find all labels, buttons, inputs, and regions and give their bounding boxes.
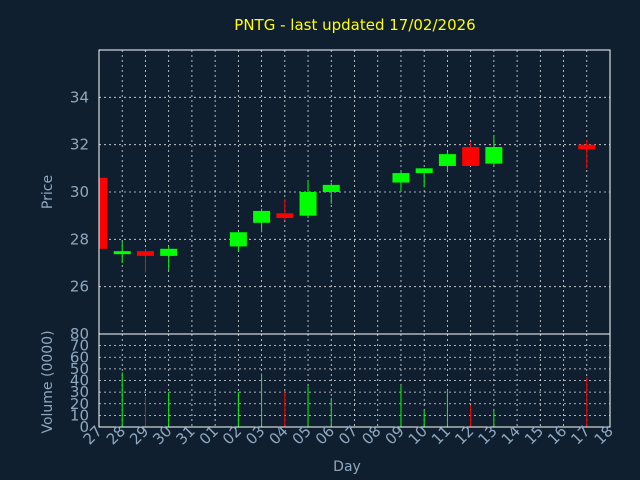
price-tick-label: 26 bbox=[70, 278, 89, 296]
candle-body bbox=[485, 147, 503, 164]
price-tick-labels: 26 28 30 32 34 bbox=[70, 88, 89, 295]
price-grid bbox=[99, 50, 610, 334]
x-axis-label: Day bbox=[333, 459, 361, 475]
candle-body bbox=[136, 251, 154, 256]
volume-grid bbox=[99, 334, 610, 427]
price-tick-label: 32 bbox=[70, 136, 89, 154]
volume-tick-label: 80 bbox=[70, 325, 89, 343]
candle-body bbox=[253, 210, 271, 223]
x-tick-label: 18 bbox=[591, 422, 617, 448]
candle-body bbox=[229, 232, 247, 247]
candle-body bbox=[415, 168, 433, 174]
volume-tick-label: 40 bbox=[70, 372, 89, 390]
candle-body bbox=[392, 173, 410, 183]
volume-panel-frame bbox=[98, 333, 611, 428]
price-axis-label: Price bbox=[40, 175, 56, 209]
candle-body bbox=[299, 192, 317, 216]
volume-tick-label: 60 bbox=[70, 348, 89, 366]
volume-axis-label: Volume (0000) bbox=[40, 330, 56, 433]
volume-tick-label: 20 bbox=[70, 395, 89, 413]
chart-title: PNTG - last updated 17/02/2026 bbox=[234, 16, 475, 34]
candle-body bbox=[113, 251, 131, 255]
volume-bars-layer bbox=[121, 372, 588, 427]
candle-body bbox=[438, 154, 456, 166]
volume-tick-label: 0 bbox=[79, 418, 89, 436]
volume-tick-label: 30 bbox=[70, 383, 89, 401]
volume-tick-label: 50 bbox=[70, 360, 89, 378]
candle-body bbox=[462, 147, 480, 166]
price-tick-label: 30 bbox=[70, 183, 89, 201]
candle-body bbox=[276, 213, 294, 219]
price-tick-label: 28 bbox=[70, 230, 89, 248]
volume-tick-label: 10 bbox=[70, 406, 89, 424]
price-tick-label: 34 bbox=[70, 88, 89, 106]
candle-body bbox=[99, 177, 108, 249]
candle-body bbox=[578, 144, 596, 150]
candles-layer bbox=[98, 135, 596, 273]
candle-body bbox=[160, 248, 178, 256]
x-tick-labels: 2728293031010203040506070809101112131415… bbox=[80, 422, 617, 448]
candle-body bbox=[322, 184, 340, 192]
volume-tick-label: 70 bbox=[70, 337, 89, 355]
